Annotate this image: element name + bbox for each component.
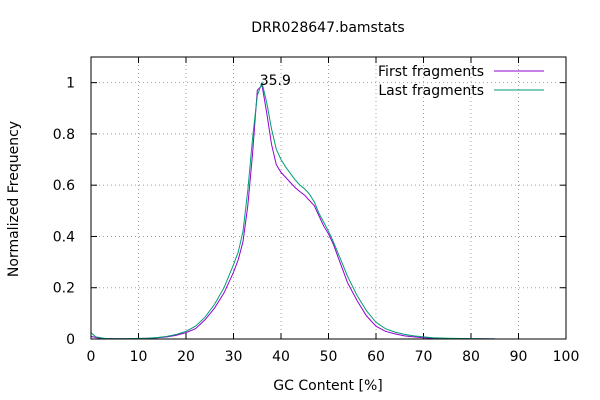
x-tick-label: 40 xyxy=(272,349,290,365)
series-line-first-fragments xyxy=(90,84,495,340)
x-tick-label: 20 xyxy=(177,349,195,365)
y-axis-label: Normalized Frequency xyxy=(6,121,22,277)
x-tick-label: 90 xyxy=(510,349,528,365)
legend-label-first-fragments: First fragments xyxy=(378,64,484,80)
legend-label-last-fragments: Last fragments xyxy=(378,83,484,99)
x-tick-label: 30 xyxy=(225,349,243,365)
x-tick-label: 60 xyxy=(367,349,385,365)
series-line-last-fragments xyxy=(90,80,495,340)
x-tick-label: 0 xyxy=(87,349,96,365)
x-tick-label: 80 xyxy=(462,349,480,365)
x-axis-label: GC Content [%] xyxy=(273,378,382,394)
plot-frame xyxy=(90,56,567,340)
legend: First fragments Last fragments xyxy=(378,64,544,99)
x-tick-label: 70 xyxy=(415,349,433,365)
x-tick-labels: 0 10 20 30 40 50 60 70 80 90 100 xyxy=(87,349,580,365)
peak-annotation: 35.9 xyxy=(260,73,291,89)
axis-ticks xyxy=(90,57,567,340)
y-tick-labels: 0 0.2 0.4 0.6 0.8 1 xyxy=(53,76,75,348)
x-tick-label: 10 xyxy=(130,349,148,365)
y-tick-label: 1 xyxy=(66,76,75,92)
grid-lines xyxy=(90,57,567,340)
y-tick-label: 0.8 xyxy=(53,127,75,143)
x-tick-label: 50 xyxy=(320,349,338,365)
y-tick-label: 0.4 xyxy=(53,229,75,245)
series-layer xyxy=(90,80,495,340)
y-tick-label: 0.6 xyxy=(53,178,75,194)
chart-title: DRR028647.bamstats xyxy=(251,20,404,36)
y-tick-label: 0.2 xyxy=(53,281,75,297)
y-tick-label: 0 xyxy=(66,332,75,348)
x-tick-label: 100 xyxy=(553,349,580,365)
